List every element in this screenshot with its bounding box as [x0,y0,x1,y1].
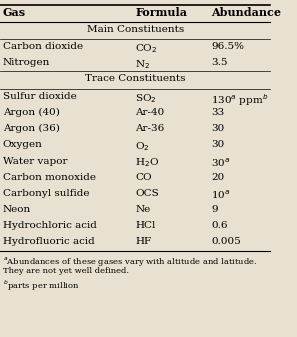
Text: Oxygen: Oxygen [3,141,42,149]
Text: Ar-36: Ar-36 [135,124,165,133]
Text: Carbon dioxide: Carbon dioxide [3,42,83,51]
Text: Argon (36): Argon (36) [3,124,60,133]
Text: 96.5%: 96.5% [211,42,244,51]
Text: H$_2$O: H$_2$O [135,157,159,170]
Text: Argon (40): Argon (40) [3,108,60,117]
Text: 0.6: 0.6 [211,221,228,230]
Text: Gas: Gas [3,7,26,18]
Text: Water vapor: Water vapor [3,157,67,165]
Text: Ar-40: Ar-40 [135,108,165,117]
Text: 20: 20 [211,173,224,182]
Text: Ne: Ne [135,205,151,214]
Text: 9: 9 [211,205,218,214]
Text: CO: CO [135,173,152,182]
Text: Neon: Neon [3,205,31,214]
Text: OCS: OCS [135,189,159,198]
Text: Hydrochloric acid: Hydrochloric acid [3,221,97,230]
Text: O$_2$: O$_2$ [135,141,150,153]
Text: $^b$parts per million: $^b$parts per million [3,278,79,293]
Text: They are not yet well defined.: They are not yet well defined. [3,267,129,275]
Text: Abundance: Abundance [211,7,281,18]
Text: 3.5: 3.5 [211,58,228,67]
Text: Main Constituents: Main Constituents [87,25,184,34]
Text: HCl: HCl [135,221,156,230]
Text: 0.005: 0.005 [211,238,241,246]
Text: Sulfur dioxide: Sulfur dioxide [3,92,76,101]
Text: 10$^a$: 10$^a$ [211,189,230,201]
Text: CO$_2$: CO$_2$ [135,42,158,55]
Text: Carbon monoxide: Carbon monoxide [3,173,96,182]
Text: 33: 33 [211,108,224,117]
Text: Carbonyl sulfide: Carbonyl sulfide [3,189,89,198]
Text: 30: 30 [211,124,224,133]
Text: Nitrogen: Nitrogen [3,58,50,67]
Text: SO$_2$: SO$_2$ [135,92,157,105]
Text: HF: HF [135,238,151,246]
Text: Hydrofluoric acid: Hydrofluoric acid [3,238,94,246]
Text: N$_2$: N$_2$ [135,58,150,71]
Text: Trace Constituents: Trace Constituents [85,74,186,83]
Text: Formula: Formula [135,7,187,18]
Text: 130$^a$ ppm$^b$: 130$^a$ ppm$^b$ [211,92,268,108]
Text: 30$^a$: 30$^a$ [211,157,230,169]
Text: 30: 30 [211,141,224,149]
Text: $^a$Abundances of these gases vary with altitude and latitude.: $^a$Abundances of these gases vary with … [3,255,257,268]
